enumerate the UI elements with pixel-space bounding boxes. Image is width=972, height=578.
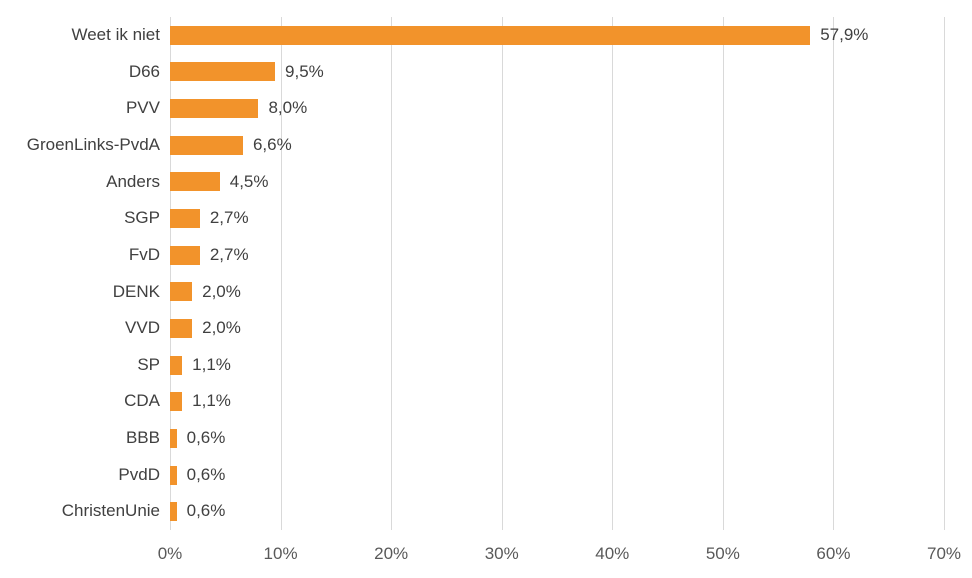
value-label: 4,5% bbox=[229, 171, 269, 191]
bar bbox=[170, 282, 193, 302]
value-label: 9,5% bbox=[285, 61, 324, 81]
gridline bbox=[501, 17, 503, 530]
value-label: 0,6% bbox=[186, 464, 226, 484]
x-axis-tick-label: 70% bbox=[926, 544, 962, 563]
value-label: 6,6% bbox=[252, 134, 292, 154]
category-label: SP bbox=[137, 354, 160, 374]
x-axis-tick-label: 60% bbox=[816, 544, 851, 563]
bar bbox=[170, 172, 220, 192]
gridline bbox=[391, 17, 393, 530]
category-label: GroenLinks-PvdA bbox=[26, 134, 160, 154]
value-label: 1,1% bbox=[192, 354, 231, 374]
category-label: Anders bbox=[106, 171, 160, 191]
category-label: D66 bbox=[128, 61, 160, 81]
value-label: 2,0% bbox=[202, 281, 241, 301]
value-label: 1,1% bbox=[192, 391, 231, 411]
x-axis-tick-label: 0% bbox=[157, 544, 183, 563]
gridline bbox=[280, 17, 282, 530]
bar bbox=[170, 99, 259, 119]
bar bbox=[170, 135, 243, 155]
x-axis-tick-label: 20% bbox=[374, 544, 409, 563]
category-label: CDA bbox=[124, 391, 160, 411]
value-label: 2,7% bbox=[209, 244, 249, 264]
gridline bbox=[170, 17, 171, 530]
category-label: PvdD bbox=[118, 464, 160, 484]
bar bbox=[170, 465, 177, 485]
gridline bbox=[612, 17, 614, 530]
value-label: 0,6% bbox=[186, 428, 226, 448]
x-axis-tick-label: 10% bbox=[263, 544, 298, 563]
bar bbox=[170, 62, 276, 82]
bar bbox=[170, 245, 200, 265]
value-label: 0,6% bbox=[186, 501, 226, 521]
category-label: FvD bbox=[128, 244, 160, 264]
x-axis: 0% 10% 20% 30% 40% 50% 60% 70% bbox=[158, 537, 961, 569]
value-label: 2,0% bbox=[202, 318, 241, 338]
bar bbox=[170, 428, 177, 448]
bar bbox=[170, 209, 200, 229]
gridline bbox=[944, 17, 945, 530]
category-label: BBB bbox=[125, 428, 160, 448]
value-label: 8,0% bbox=[268, 98, 308, 118]
bar bbox=[170, 502, 177, 522]
x-axis-tick-label: 50% bbox=[705, 544, 740, 563]
value-label: 2,7% bbox=[209, 208, 249, 228]
plot-area: 57,9% 9,5% 8,0% 6,6% 4,5% 2,7% 2,7% 2,0% 2,0% 1,1… bbox=[170, 17, 945, 530]
category-label: SGP bbox=[124, 208, 160, 228]
bar bbox=[170, 25, 811, 45]
category-label: PVV bbox=[125, 98, 160, 118]
category-label: DENK bbox=[112, 281, 160, 301]
bar bbox=[170, 392, 183, 412]
x-axis-tick-label: 30% bbox=[484, 544, 519, 563]
category-labels: Weet ik niet D66 PVV GroenLinks-PvdA Anders S… bbox=[0, 17, 160, 530]
value-label: 57,9% bbox=[820, 25, 869, 44]
x-axis-tick-label: 40% bbox=[595, 544, 630, 563]
category-label: Weet ik niet bbox=[71, 25, 160, 44]
category-label: VVD bbox=[125, 318, 160, 338]
bar bbox=[170, 318, 193, 338]
gridline bbox=[722, 17, 724, 530]
category-label: ChristenUnie bbox=[61, 501, 160, 521]
gridline bbox=[833, 17, 835, 530]
bar bbox=[170, 355, 183, 375]
